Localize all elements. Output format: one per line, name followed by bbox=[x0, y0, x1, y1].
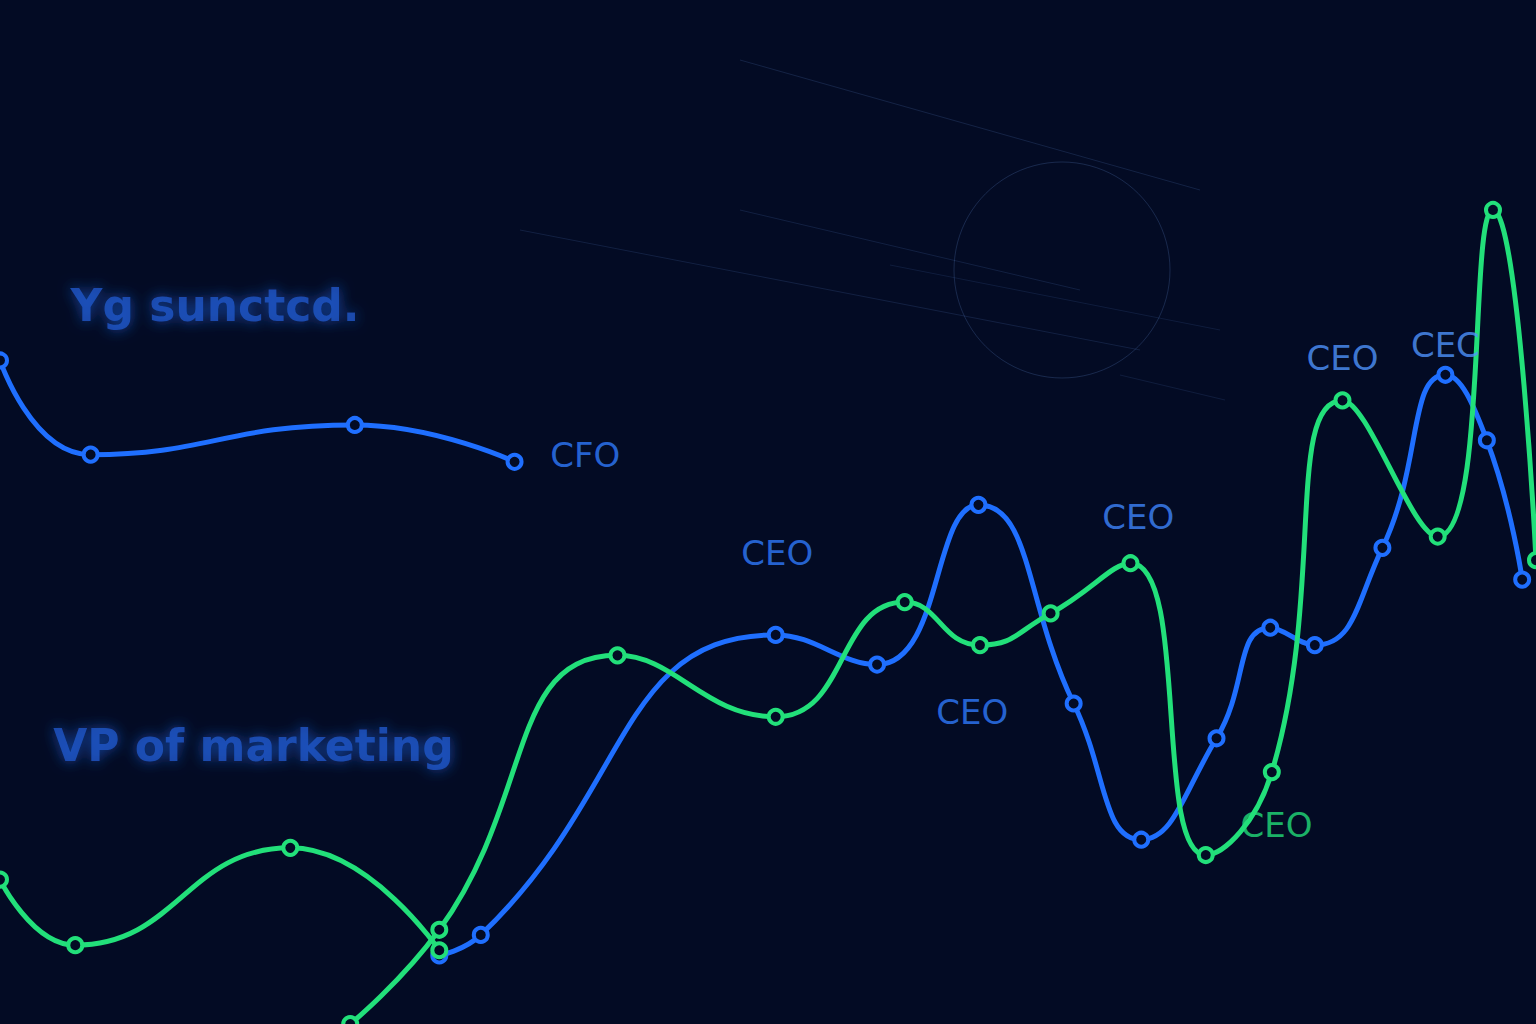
svg-text:CEO: CEO bbox=[1306, 338, 1378, 378]
svg-text:CFO: CFO bbox=[550, 435, 620, 475]
svg-text:Yg sunctcd.: Yg sunctcd. bbox=[70, 280, 360, 331]
svg-text:CEO: CEO bbox=[741, 533, 813, 573]
svg-text:CEO: CEO bbox=[1240, 805, 1312, 845]
svg-text:CEO: CEO bbox=[1102, 497, 1174, 537]
svg-text:VP of marketing: VP of marketing bbox=[53, 720, 453, 771]
svg-text:CEO: CEO bbox=[936, 692, 1008, 732]
svg-text:CEC: CEC bbox=[1411, 325, 1480, 365]
